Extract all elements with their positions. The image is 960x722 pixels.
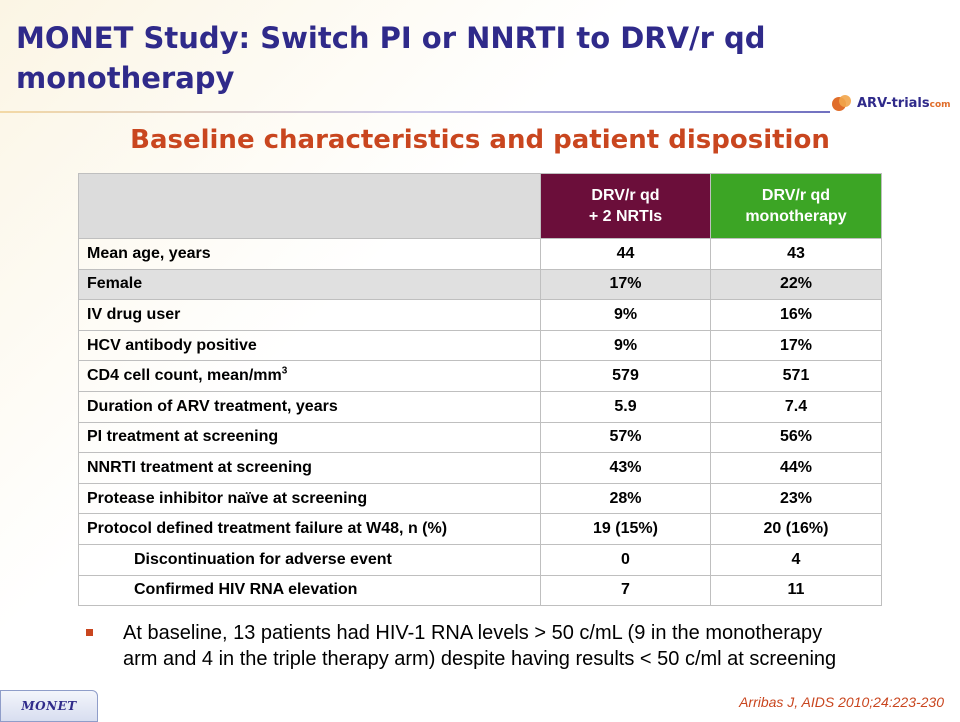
table-row: Confirmed HIV RNA elevation 7 11: [78, 574, 882, 607]
cell-arm2: 43: [710, 238, 882, 270]
cell-arm2: 571: [710, 360, 882, 392]
cell-arm2: 7.4: [710, 390, 882, 423]
table-row: HCV antibody positive 9% 17%: [78, 329, 882, 362]
table-row: PI treatment at screening 57% 56%: [78, 421, 882, 454]
row-label: Duration of ARV treatment, years: [78, 390, 541, 423]
cell-arm1: 5.9: [540, 390, 711, 423]
arv-trials-logo: ARV-trialscom: [832, 92, 951, 114]
bullet-note: At baseline, 13 patients had HIV-1 RNA l…: [86, 620, 846, 672]
monet-footer-tab: MONET: [0, 690, 98, 722]
table-row: CD4 cell count, mean/mm3 579 571: [78, 360, 882, 392]
table-row: Duration of ARV treatment, years 5.9 7.4: [78, 390, 882, 423]
cell-arm1: 57%: [540, 421, 711, 454]
table-row: Female 17% 22%: [78, 268, 882, 301]
cell-arm2: 4: [710, 543, 882, 576]
table-row: NNRTI treatment at screening 43% 44%: [78, 452, 882, 484]
square-bullet-icon: [86, 629, 93, 636]
cell-arm2: 23%: [710, 482, 882, 515]
table-row: Protocol defined treatment failure at W4…: [78, 513, 882, 545]
row-label: NNRTI treatment at screening: [78, 452, 541, 484]
title-divider: [0, 111, 830, 113]
bullet-text: At baseline, 13 patients had HIV-1 RNA l…: [123, 622, 837, 670]
cell-arm1: 9%: [540, 299, 711, 331]
table-row: Protease inhibitor naïve at screening 28…: [78, 482, 882, 515]
cell-arm2: 20 (16%): [710, 513, 882, 545]
row-label: HCV antibody positive: [78, 329, 541, 362]
table-row: Discontinuation for adverse event 0 4: [78, 543, 882, 576]
cell-arm2: 11: [710, 574, 882, 607]
slide-title: MONET Study: Switch PI or NNRTI to DRV/r…: [16, 21, 766, 95]
baseline-table: DRV/r qd + 2 NRTIs DRV/r qd monotherapy …: [78, 173, 882, 607]
slide-subtitle: Baseline characteristics and patient dis…: [130, 125, 830, 155]
cell-arm1: 579: [540, 360, 711, 392]
row-label: CD4 cell count, mean/mm3: [78, 360, 541, 392]
cell-arm2: 22%: [710, 268, 882, 301]
row-label: Protease inhibitor naïve at screening: [78, 482, 541, 515]
cell-arm2: 56%: [710, 421, 882, 454]
row-label: PI treatment at screening: [78, 421, 541, 454]
row-label: Protocol defined treatment failure at W4…: [78, 513, 541, 545]
table-header-row: DRV/r qd + 2 NRTIs DRV/r qd monotherapy: [78, 173, 882, 239]
row-label: Mean age, years: [78, 238, 541, 270]
cell-arm2: 16%: [710, 299, 882, 331]
header-arm-monotherapy: DRV/r qd monotherapy: [710, 173, 882, 239]
table-row: Mean age, years 44 43: [78, 238, 882, 270]
cell-arm1: 7: [540, 574, 711, 607]
header-arm-combination: DRV/r qd + 2 NRTIs: [540, 173, 711, 239]
logo-mark-icon: [832, 95, 854, 111]
cell-arm1: 19 (15%): [540, 513, 711, 545]
cell-arm1: 28%: [540, 482, 711, 515]
header-blank-cell: [78, 173, 541, 239]
cell-arm2: 17%: [710, 329, 882, 362]
row-label: Female: [78, 268, 541, 301]
logo-text: ARV-trialscom: [857, 95, 951, 111]
row-label-indented: Confirmed HIV RNA elevation: [78, 574, 541, 607]
cell-arm1: 43%: [540, 452, 711, 484]
row-label-indented: Discontinuation for adverse event: [78, 543, 541, 576]
cell-arm1: 44: [540, 238, 711, 270]
cell-arm1: 9%: [540, 329, 711, 362]
citation: Arribas J, AIDS 2010;24:223-230: [739, 694, 944, 710]
cell-arm2: 44%: [710, 452, 882, 484]
table-row: IV drug user 9% 16%: [78, 299, 882, 331]
cell-arm1: 17%: [540, 268, 711, 301]
superscript: 3: [281, 365, 288, 377]
row-label: IV drug user: [78, 299, 541, 331]
cell-arm1: 0: [540, 543, 711, 576]
